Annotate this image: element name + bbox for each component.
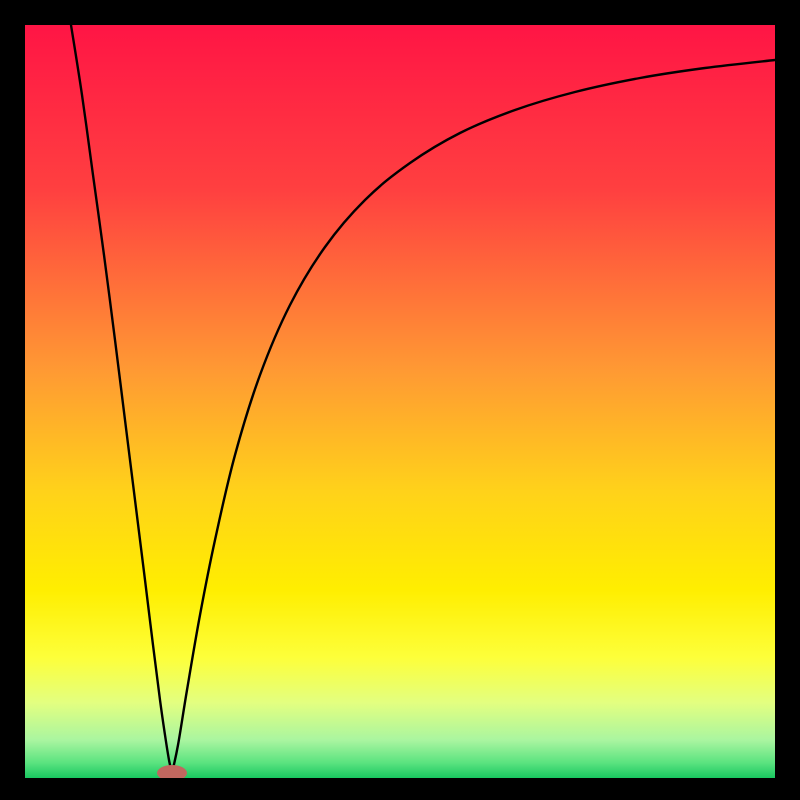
frame-left: [0, 0, 25, 800]
frame-right: [775, 0, 800, 800]
bottleneck-curve-left: [71, 25, 172, 773]
bottleneck-curve-right: [172, 60, 775, 773]
frame-bottom: [0, 778, 800, 800]
bottleneck-chart: TheBottleneck.com: [0, 0, 800, 800]
curve-layer: [25, 25, 775, 778]
frame-top: [0, 0, 800, 25]
plot-area: [25, 25, 775, 778]
